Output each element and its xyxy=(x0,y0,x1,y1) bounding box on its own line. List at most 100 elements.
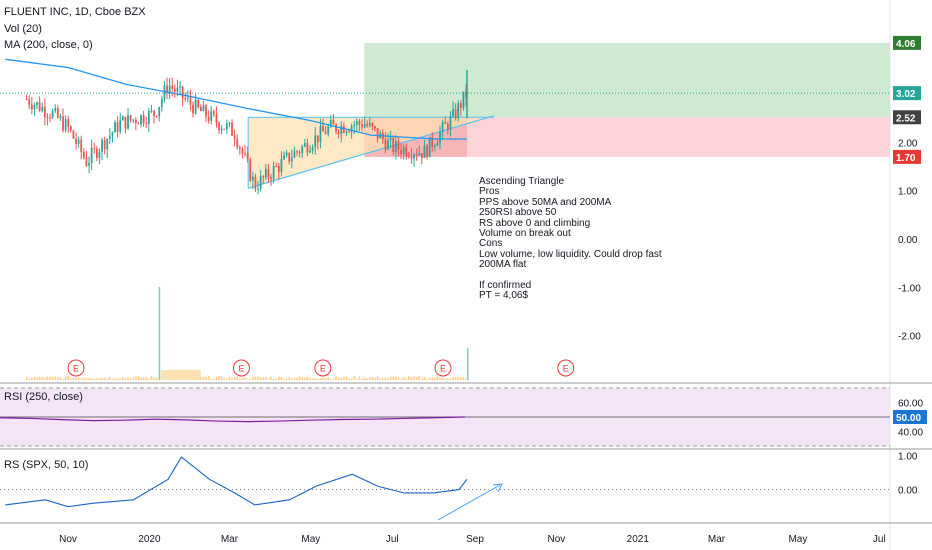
candle-body xyxy=(140,115,142,125)
candle-body xyxy=(25,98,28,100)
candle-body xyxy=(189,97,192,105)
volume-bar xyxy=(241,378,244,380)
volume-bar xyxy=(228,376,231,380)
candle-body xyxy=(285,152,288,156)
volume-bar xyxy=(148,378,150,380)
candle-body xyxy=(397,140,400,150)
candle-body xyxy=(155,115,158,117)
candle-body xyxy=(244,153,246,155)
candle-body xyxy=(88,162,90,166)
candle-body xyxy=(394,140,397,152)
volume-bar xyxy=(54,376,57,380)
candle-body xyxy=(142,115,145,124)
volume-bar xyxy=(49,376,51,380)
candle-body xyxy=(121,116,124,121)
candle-body xyxy=(415,154,418,156)
volume-bar xyxy=(72,377,75,380)
candle-body xyxy=(446,123,449,130)
price-tick-label: -1.00 xyxy=(898,283,921,294)
volume-bar xyxy=(210,378,213,380)
candle-body xyxy=(462,91,465,108)
time-tick-label: Nov xyxy=(59,534,77,545)
volume-bar xyxy=(337,377,340,380)
volume-bar xyxy=(379,378,382,380)
candle-body xyxy=(85,157,88,166)
candle-body xyxy=(301,146,304,153)
rsi-value-tag-label: 50.00 xyxy=(896,413,921,424)
volume-legend[interactable]: Vol (20) xyxy=(4,23,42,35)
volume-bar xyxy=(200,376,202,380)
candle-body xyxy=(207,116,210,121)
volume-bar xyxy=(96,378,98,380)
volume-bar xyxy=(140,377,142,380)
volume-bar xyxy=(462,376,465,380)
candle-body xyxy=(158,106,161,117)
candle-body xyxy=(231,122,233,136)
candle-body xyxy=(236,138,239,148)
candle-body xyxy=(426,145,428,157)
candle-body xyxy=(171,85,174,89)
volume-bar xyxy=(408,376,410,380)
candle-body xyxy=(119,120,122,132)
candle-body xyxy=(181,86,184,98)
volume-bar xyxy=(322,377,324,380)
candle-body xyxy=(345,131,348,133)
ma-legend[interactable]: MA (200, close, 0) xyxy=(4,39,93,51)
price-tick-label: -2.00 xyxy=(898,332,921,343)
price-tag xyxy=(893,110,921,125)
volume-bar xyxy=(345,376,348,380)
candle-body xyxy=(436,143,439,146)
candle-body xyxy=(314,135,317,148)
volume-bar xyxy=(288,377,291,380)
candle-body xyxy=(350,126,353,132)
candle-body xyxy=(368,123,371,126)
volume-bar xyxy=(62,378,64,380)
candle-body xyxy=(311,147,314,151)
candle-body xyxy=(452,109,454,117)
candle-body xyxy=(95,148,98,159)
candle-body xyxy=(28,99,31,105)
rsi-pane-label[interactable]: RSI (250, close) xyxy=(4,391,83,403)
price-tag-label: 1.70 xyxy=(896,153,916,164)
volume-bar xyxy=(301,377,304,380)
volume-bar xyxy=(298,376,301,380)
earnings-marker-label: E xyxy=(440,364,446,374)
volume-bar xyxy=(441,378,444,380)
candle-body xyxy=(228,122,231,124)
volume-bar xyxy=(233,377,236,380)
candle-body xyxy=(400,149,402,155)
volume-bar xyxy=(80,378,83,380)
candle-body xyxy=(449,116,452,130)
candle-body xyxy=(329,120,332,127)
candle-body xyxy=(407,156,410,158)
candle-body xyxy=(166,85,168,94)
candle-body xyxy=(298,152,301,154)
volume-bar xyxy=(285,378,288,380)
volume-bar xyxy=(111,378,114,380)
annotation-text: Ascending Triangle Pros PPS above 50MA a… xyxy=(479,176,662,302)
volume-bar xyxy=(330,378,332,380)
volume-bar xyxy=(259,377,262,380)
volume-bar xyxy=(231,378,233,380)
volume-spike xyxy=(158,287,161,380)
candle-body xyxy=(296,151,298,153)
candle-body xyxy=(257,188,259,190)
volume-bar xyxy=(436,376,439,380)
candle-body xyxy=(387,140,389,150)
candle-body xyxy=(262,176,265,178)
candle-body xyxy=(41,106,44,111)
volume-bar xyxy=(410,377,413,380)
candle-body xyxy=(459,103,462,108)
volume-bar xyxy=(207,376,210,380)
candle-body xyxy=(423,145,426,158)
volume-bar xyxy=(220,376,223,380)
symbol-legend[interactable]: FLUENT INC, 1D, Cboe BZX xyxy=(4,6,146,18)
rs-pane-label[interactable]: RS (SPX, 50, 10) xyxy=(4,459,89,471)
volume-bar xyxy=(421,378,423,380)
volume-bar xyxy=(137,376,140,380)
candle-body xyxy=(428,137,431,157)
candle-body xyxy=(431,137,434,148)
candle-body xyxy=(225,123,228,130)
volume-bar xyxy=(413,376,415,380)
candle-body xyxy=(361,124,363,128)
